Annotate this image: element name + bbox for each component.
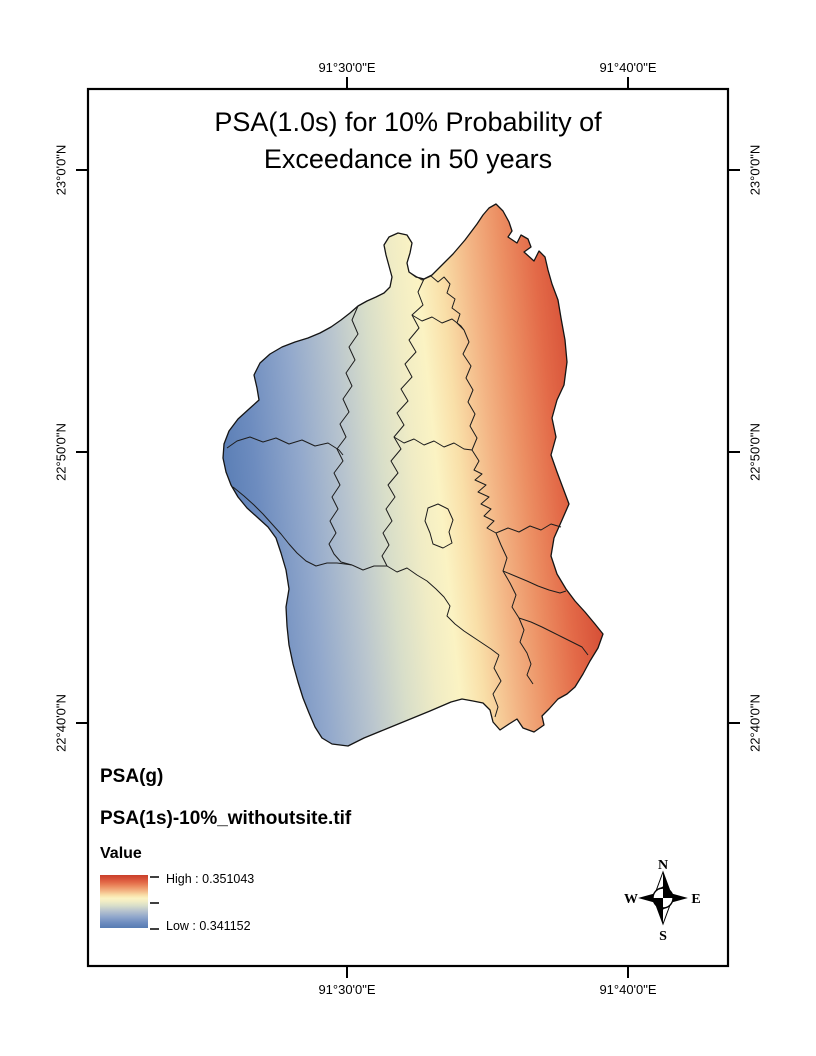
- latitude-label-right-2: 22°50'0"N: [747, 423, 763, 481]
- legend-high-label: High : 0.351043: [166, 872, 255, 886]
- north-arrow-label-w: W: [624, 892, 638, 907]
- latitude-label-left-3: 22°40'0"N: [53, 694, 69, 752]
- graticule-ticks: [76, 77, 740, 978]
- boundary-line: [408, 271, 465, 331]
- boundary-line: [393, 436, 473, 451]
- boundary-line: [518, 617, 589, 656]
- latitude-label-left-1: 23°0'0"N: [53, 144, 69, 196]
- north-arrow: N S W E: [624, 858, 701, 944]
- boundary-line: [492, 654, 502, 718]
- boundary-line: [424, 503, 454, 549]
- boundary-line: [232, 486, 353, 567]
- legend-layer-title: PSA(1s)-10%_withoutsite.tif: [100, 808, 352, 829]
- map-title: PSA(1.0s) for 10% Probability of Exceeda…: [88, 104, 728, 178]
- boundary-line: [226, 436, 344, 456]
- longitude-label-bottom-2: 91°40'0"E: [599, 982, 657, 997]
- boundary-line: [381, 278, 425, 567]
- north-arrow-s-spike-fill: [656, 905, 663, 924]
- boundary-line: [495, 523, 562, 534]
- boundary-line: [411, 314, 465, 331]
- north-arrow-circle-sw-quadrant: [653, 898, 663, 908]
- map-neatline-frame: [86, 87, 730, 968]
- boundary-line: [351, 564, 500, 656]
- map-title-line1: PSA(1.0s) for 10% Probability of: [214, 107, 602, 137]
- north-arrow-label-s: S: [659, 929, 667, 944]
- north-arrow-circle-ne-quadrant: [663, 888, 673, 898]
- district-raster-surface: [222, 203, 604, 747]
- legend-group-title: PSA(g): [100, 766, 164, 787]
- north-arrow-label-n: N: [658, 858, 668, 873]
- north-arrow-label-e: E: [691, 892, 700, 907]
- latitude-label-left-2: 22°50'0"N: [53, 423, 69, 481]
- latitude-label-right-1: 23°0'0"N: [747, 144, 763, 196]
- latitude-label-right-3: 22°40'0"N: [747, 694, 763, 752]
- longitude-label-top-1: 91°30'0"E: [318, 60, 376, 75]
- longitude-label-top-2: 91°40'0"E: [599, 60, 657, 75]
- upazila-boundaries: [226, 271, 589, 718]
- legend-ramp-ticks: [150, 876, 159, 930]
- north-arrow-n-spike-fill: [663, 872, 670, 891]
- legend-color-ramp: [100, 875, 148, 928]
- boundary-line: [502, 570, 567, 594]
- longitude-label-bottom-1: 91°30'0"E: [318, 982, 376, 997]
- map-title-line2: Exceedance in 50 years: [263, 144, 553, 174]
- legend-low-label: Low : 0.341152: [166, 919, 251, 933]
- legend-value-title: Value: [100, 845, 142, 862]
